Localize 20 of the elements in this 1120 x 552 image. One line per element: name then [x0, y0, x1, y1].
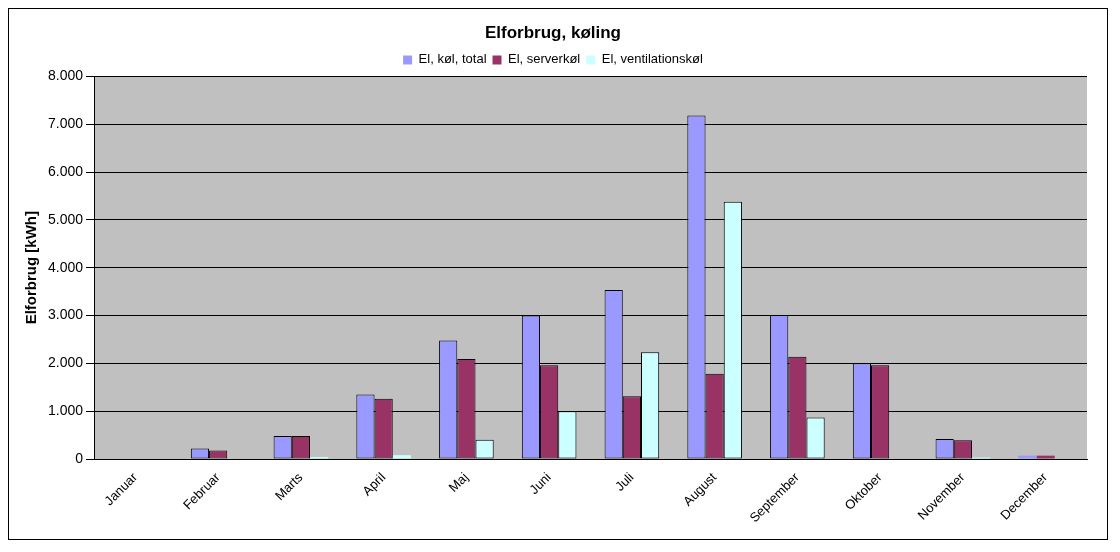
chart-title: Elforbrug, køling: [485, 22, 621, 42]
y-tick-label: 6.000: [47, 162, 84, 179]
x-tick-label: Maj: [445, 469, 472, 495]
bar: [392, 455, 411, 459]
y-tick-label: 4.000: [47, 258, 84, 275]
bar: [1018, 455, 1037, 459]
y-tick-label: 5.000: [47, 210, 84, 227]
legend-label: El, køl, total: [418, 51, 487, 67]
y-tick-label: 2.000: [47, 354, 84, 371]
y-tick-label: 0: [75, 449, 84, 466]
x-tick-label: Juni: [526, 469, 554, 498]
y-axis-title: Elforbrug [kWh]: [22, 211, 40, 325]
legend-label: El, ventilationskøl: [601, 51, 704, 67]
bar: [1036, 455, 1055, 459]
x-tick-label: Juli: [612, 469, 637, 494]
legend-label: El, serverkøl: [508, 51, 581, 67]
y-tick-label: 8.000: [47, 67, 84, 84]
y-tick-label: 7.000: [47, 115, 84, 132]
y-tick-label: 3.000: [47, 306, 84, 323]
y-tick-label: 1.000: [47, 402, 84, 419]
